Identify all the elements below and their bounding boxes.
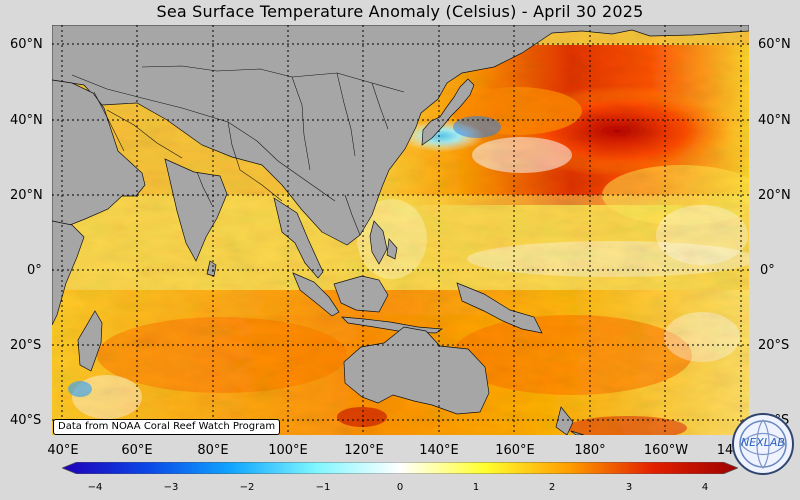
colorbar-label-3: 3 [625,482,633,493]
right-lat-label-0: 0° [760,263,775,278]
country-borders [71,65,405,236]
new-guinea-land [456,282,543,334]
map-frame [52,25,749,435]
colorbar-label-0: 0 [396,482,404,493]
right-lat-label-20n: 20°N [758,188,791,203]
right-lat-label-20s: 20°S [758,338,790,353]
philippines-land [369,220,398,265]
left-lat-label-40s: 40°S [10,413,42,428]
lon-label-160e: 160°E [495,443,535,458]
left-lat-label-20s: 20°S [10,338,42,353]
nexlab-logo: NEXLAB [732,413,794,475]
africa-land [52,220,85,326]
colorbar-label-neg3: −3 [163,482,179,493]
southeast-asia-land [273,197,324,279]
left-lat-label-0: 0° [27,263,42,278]
land-masses [52,25,749,435]
left-lat-label-20n: 20°N [10,188,43,203]
arabia-land [52,79,146,226]
australia-land [343,326,490,415]
lon-label-clipped: 14 [716,443,734,458]
lon-label-40e: 40°E [47,443,79,458]
lon-label-60e: 60°E [121,443,153,458]
colorbar-label-1: 1 [472,482,480,493]
lon-label-160w: 160°W [643,443,689,458]
colorbar-label-4: 4 [701,482,709,493]
lon-label-100e: 100°E [268,443,308,458]
right-lat-label-40n: 40°N [758,113,791,128]
lon-label-180: 180° [574,443,606,458]
map-title: Sea Surface Temperature Anomaly (Celsius… [156,2,644,21]
lon-label-120e: 120°E [344,443,384,458]
temperature-anomaly-colorbar [62,462,738,474]
asia-land [52,25,749,246]
madagascar-land [77,310,103,372]
left-lat-label-40n: 40°N [10,113,43,128]
colorbar-label-neg2: −2 [239,482,255,493]
colorbar-label-neg4: −4 [87,482,103,493]
india-land [164,158,228,262]
left-lat-label-60n: 60°N [10,37,43,52]
sst-map-svg [52,25,749,435]
lon-label-140e: 140°E [419,443,459,458]
borneo-sumatra-land [292,272,389,317]
colorbar-label-2: 2 [548,482,556,493]
nexlab-logo-text: NEXLAB [741,436,785,449]
lon-label-80e: 80°E [197,443,229,458]
lat-lon-grid [52,25,749,435]
data-credit-box: Data from NOAA Coral Reef Watch Program [53,419,281,435]
right-lat-label-60n: 60°N [758,37,791,52]
japan-land [421,78,475,146]
colorbar-label-neg1: −1 [315,482,331,493]
